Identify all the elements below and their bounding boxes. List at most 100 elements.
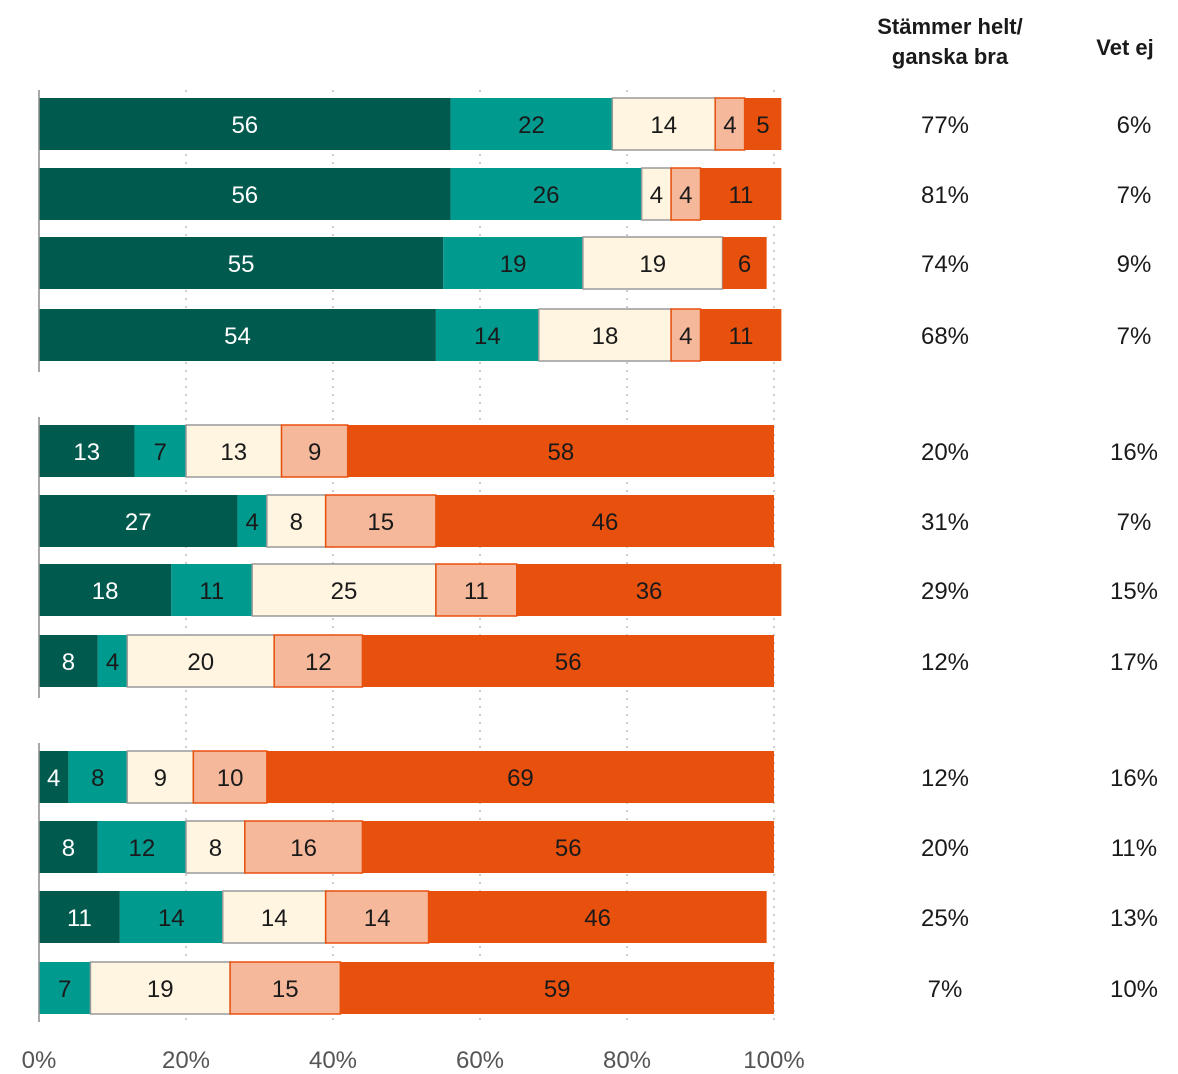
data-label-row8-ganska: 4 [106,649,119,676]
data-label-row7-helt: 18 [92,578,119,605]
vet-ej-value-row9: 16% [1110,765,1158,792]
data-label-row3-helt: 55 [228,251,255,278]
bar-row12-neutral [89,961,231,1015]
bar-row7-ganska-daligt [435,563,518,617]
data-label-row1-helt: 56 [231,112,258,139]
data-label-row11-ganska: 14 [158,905,185,932]
data-label-row11-helt: 11 [67,905,92,932]
bar-row10-ganska [97,821,186,873]
stammer-value-row9: 12% [921,765,969,792]
bar-row10-ganska-daligt [244,820,364,874]
data-label-row1-ganska: 22 [518,112,545,139]
stammer-value-row11: 25% [921,905,969,932]
data-label-row12-inte-alls: 59 [544,976,571,1003]
vet-ej-value-row7: 15% [1110,578,1158,605]
bar-row11-inte-alls [428,891,767,943]
data-label-row3-ganska: 19 [500,251,527,278]
data-label-row10-ganska-daligt: 16 [290,835,317,862]
data-label-row7-ganska-daligt: 11 [464,578,489,605]
bar-row6-neutral [266,494,327,548]
data-label-row2-ganska-daligt: 4 [679,182,692,209]
stammer-value-row6: 31% [921,509,969,536]
data-label-row12-ganska: 7 [58,976,71,1003]
bar-row4-ganska-daligt [670,308,702,362]
bar-row9-helt [39,751,69,803]
bar-row4-ganska [435,309,539,361]
bar-row5-helt [39,425,135,477]
x-tick-label-60: 60% [456,1047,504,1074]
data-label-row6-ganska-daligt: 15 [367,509,394,536]
data-label-row11-ganska-daligt: 14 [364,905,391,932]
bar-row10-neutral [185,820,246,874]
data-label-row10-helt: 8 [62,835,75,862]
bar-row6-ganska-daligt [324,494,437,548]
data-label-row8-helt: 8 [62,649,75,676]
data-label-row6-ganska: 4 [245,509,258,536]
data-label-row10-inte-alls: 56 [555,835,582,862]
x-tick-label-100: 100% [743,1047,804,1074]
bar-row11-ganska-daligt [324,890,430,944]
data-label-row6-helt: 27 [125,509,152,536]
data-label-row2-helt: 56 [231,182,258,209]
data-label-row2-ganska: 26 [533,182,560,209]
data-label-row6-inte-alls: 46 [592,509,619,536]
vet-ej-value-row11: 13% [1110,905,1158,932]
vet-ej-value-row6: 7% [1117,509,1152,536]
data-label-row10-ganska: 12 [129,835,156,862]
stammer-value-row3: 74% [921,251,969,278]
data-label-row9-helt: 4 [47,765,60,792]
header-stammer: Stämmer helt/ ganska bra [830,12,1070,72]
vet-ej-value-row2: 7% [1117,182,1152,209]
bar-row2-inte-alls [700,168,782,220]
stammer-value-row2: 81% [921,182,969,209]
data-label-row4-ganska: 14 [474,323,501,350]
data-label-row2-inte-alls: 11 [728,182,753,209]
data-label-row9-inte-alls: 69 [507,765,534,792]
data-label-row1-inte-alls: 5 [756,112,769,139]
bar-row11-ganska [119,891,223,943]
header-stammer-line1: Stämmer helt/ [877,14,1023,39]
bar-row2-ganska [450,168,642,220]
bar-row11-neutral [222,890,327,944]
vet-ej-value-row1: 6% [1117,112,1152,139]
bar-row9-ganska-daligt [192,750,268,804]
data-label-row7-neutral: 25 [331,578,358,605]
data-label-row8-neutral: 20 [187,649,214,676]
data-label-row12-ganska-daligt: 15 [272,976,299,1003]
bar-row11-helt [39,891,120,943]
bar-row8-ganska [97,635,128,687]
bar-row1-neutral [611,97,716,151]
stammer-value-row12: 7% [928,976,963,1003]
bar-row12-inte-alls [340,962,774,1014]
data-label-row5-neutral: 13 [220,439,247,466]
bar-row1-ganska-daligt [714,97,746,151]
data-label-row10-neutral: 8 [209,835,222,862]
data-label-row12-neutral: 19 [147,976,174,1003]
stammer-value-row10: 20% [921,835,969,862]
bar-row4-helt [39,309,436,361]
bar-row9-neutral [126,750,195,804]
data-label-row1-ganska-daligt: 4 [723,112,736,139]
stammer-value-row7: 29% [921,578,969,605]
stammer-value-row4: 68% [921,323,969,350]
vet-ej-value-row8: 17% [1110,649,1158,676]
data-label-row4-ganska-daligt: 4 [679,323,692,350]
bar-row1-helt [39,98,451,150]
vet-ej-value-row3: 9% [1117,251,1152,278]
vet-ej-value-row12: 10% [1110,976,1158,1003]
bar-row3-inte-alls [722,237,767,289]
data-label-row4-inte-alls: 11 [728,323,753,350]
bar-row3-helt [39,237,444,289]
bar-row7-inte-alls [516,564,782,616]
bar-row3-ganska [443,237,583,289]
bar-row9-inte-alls [266,751,774,803]
data-label-row7-ganska: 11 [199,578,224,605]
bar-row7-ganska [171,564,253,616]
bar-row4-inte-alls [700,309,782,361]
bar-row8-neutral [126,634,275,688]
bar-row8-helt [39,635,98,687]
bar-row12-ganska [39,962,91,1014]
bar-row8-inte-alls [362,635,774,687]
bar-row12-ganska-daligt [229,961,342,1015]
